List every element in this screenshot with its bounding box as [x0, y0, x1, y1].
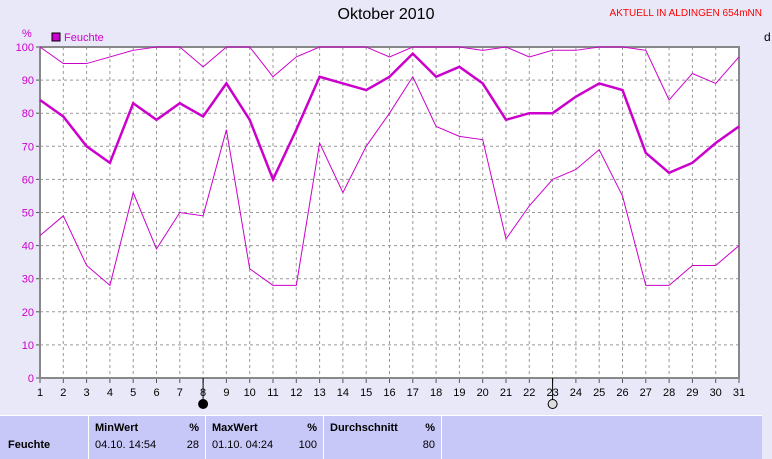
plot-border	[39, 46, 740, 379]
x-tick-label: 15	[360, 387, 372, 399]
legend-swatch	[51, 32, 61, 42]
new-moon-icon	[198, 399, 209, 409]
x-tick-label: 1	[37, 387, 43, 399]
min-header: MinWert	[95, 422, 139, 434]
empty-column	[441, 416, 763, 459]
avg-unit: %	[425, 422, 435, 434]
x-tick-label: 9	[223, 387, 229, 399]
full-moon-icon	[547, 399, 558, 409]
avg-value: 80	[422, 439, 435, 451]
y-tick-label: 20	[22, 307, 34, 319]
x-tick-label: 13	[313, 387, 325, 399]
chart-title: Oktober 2010	[337, 6, 435, 23]
min-unit: %	[189, 422, 199, 434]
x-tick-label: 7	[177, 387, 183, 399]
right-axis-label: d	[764, 30, 771, 44]
x-tick-label: 16	[383, 387, 395, 399]
humidity-chart: 0102030405060708090100123456789101112131…	[16, 28, 745, 409]
x-tick-label: 4	[107, 387, 113, 399]
x-tick-label: 12	[290, 387, 302, 399]
min-column: MinWert % 04.10. 14:54 28	[88, 416, 205, 459]
x-tick-label: 24	[570, 387, 582, 399]
min-value: 28	[186, 439, 199, 451]
x-tick-label: 25	[593, 387, 605, 399]
x-tick-label: 21	[500, 387, 512, 399]
series-max-line	[39, 46, 740, 101]
y-tick-label: 100	[16, 42, 34, 54]
x-tick-label: 20	[477, 387, 489, 399]
max-unit: %	[307, 422, 317, 434]
x-tick-label: 18	[430, 387, 442, 399]
x-tick-label: 14	[337, 387, 349, 399]
max-column: MaxWert % 01.10. 04:24 100	[205, 416, 323, 459]
max-value: 100	[298, 439, 317, 451]
avg-header: Durchschnitt	[330, 422, 398, 434]
y-tick-label: 90	[22, 75, 34, 87]
x-tick-label: 22	[523, 387, 535, 399]
stats-panel: Feuchte MinWert % 04.10. 14:54 28 MaxWer…	[0, 415, 762, 459]
x-tick-label: 5	[130, 387, 136, 399]
x-tick-label: 31	[733, 387, 745, 399]
legend-label: Feuchte	[64, 32, 104, 44]
y-axis-label: %	[22, 28, 32, 40]
min-time: 04.10. 14:54	[95, 439, 157, 451]
series-min-line	[39, 75, 740, 287]
series-average-line	[39, 51, 740, 183]
y-tick-label: 70	[22, 141, 34, 153]
x-tick-label: 29	[686, 387, 698, 399]
x-tick-label: 28	[663, 387, 675, 399]
avg-column: Durchschnitt % 80	[323, 416, 441, 459]
x-tick-label: 26	[616, 387, 628, 399]
row-label: Feuchte	[8, 439, 51, 451]
x-tick-label: 27	[640, 387, 652, 399]
x-tick-label: 10	[244, 387, 256, 399]
station-label: AKTUELL IN ALDINGEN 654mNN	[609, 8, 762, 19]
x-tick-label: 17	[407, 387, 419, 399]
max-header: MaxWert	[212, 422, 258, 434]
x-tick-label: 11	[267, 387, 278, 399]
y-tick-label: 30	[22, 274, 34, 286]
y-tick-label: 10	[22, 340, 34, 352]
x-tick-label: 3	[84, 387, 90, 399]
x-tick-label: 19	[453, 387, 465, 399]
y-tick-label: 50	[22, 208, 34, 220]
x-tick-label: 6	[153, 387, 159, 399]
x-tick-label: 30	[710, 387, 722, 399]
y-tick-label: 40	[22, 241, 34, 253]
y-tick-label: 80	[22, 108, 34, 120]
y-tick-label: 60	[22, 174, 34, 186]
y-tick-label: 0	[28, 373, 34, 385]
x-tick-label: 2	[60, 387, 66, 399]
max-time: 01.10. 04:24	[212, 439, 274, 451]
